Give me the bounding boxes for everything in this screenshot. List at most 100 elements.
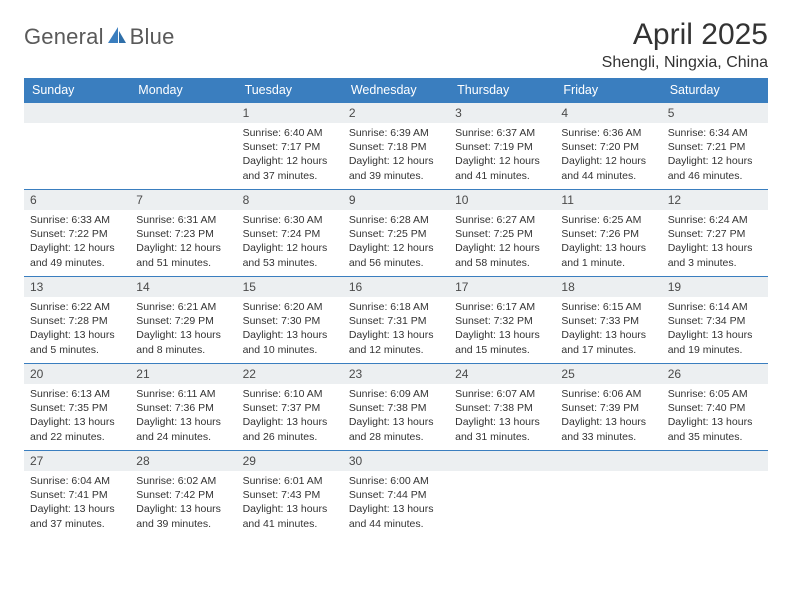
day-number: 28 (130, 451, 236, 471)
day-number: 4 (555, 103, 661, 123)
calendar-cell: 24Sunrise: 6:07 AMSunset: 7:38 PMDayligh… (449, 364, 555, 451)
calendar-cell: 23Sunrise: 6:09 AMSunset: 7:38 PMDayligh… (343, 364, 449, 451)
day-details: Sunrise: 6:15 AMSunset: 7:33 PMDaylight:… (555, 297, 661, 359)
day-header: Thursday (449, 78, 555, 103)
day-header-row: Sunday Monday Tuesday Wednesday Thursday… (24, 78, 768, 103)
day-details: Sunrise: 6:25 AMSunset: 7:26 PMDaylight:… (555, 210, 661, 272)
day-details: Sunrise: 6:13 AMSunset: 7:35 PMDaylight:… (24, 384, 130, 446)
calendar-table: Sunday Monday Tuesday Wednesday Thursday… (24, 78, 768, 537)
day-number: 29 (237, 451, 343, 471)
day-number: 10 (449, 190, 555, 210)
day-number: 3 (449, 103, 555, 123)
calendar-week-row: 1Sunrise: 6:40 AMSunset: 7:17 PMDaylight… (24, 103, 768, 190)
brand-logo: General Blue (24, 18, 175, 50)
day-details: Sunrise: 6:21 AMSunset: 7:29 PMDaylight:… (130, 297, 236, 359)
month-title: April 2025 (602, 18, 768, 52)
calendar-cell: 21Sunrise: 6:11 AMSunset: 7:36 PMDayligh… (130, 364, 236, 451)
calendar-cell: 25Sunrise: 6:06 AMSunset: 7:39 PMDayligh… (555, 364, 661, 451)
day-number: 7 (130, 190, 236, 210)
day-details: Sunrise: 6:30 AMSunset: 7:24 PMDaylight:… (237, 210, 343, 272)
calendar-cell: 11Sunrise: 6:25 AMSunset: 7:26 PMDayligh… (555, 190, 661, 277)
day-number: 22 (237, 364, 343, 384)
brand-word1: General (24, 24, 104, 50)
day-details: Sunrise: 6:18 AMSunset: 7:31 PMDaylight:… (343, 297, 449, 359)
sail-icon (107, 26, 127, 49)
calendar-week-row: 20Sunrise: 6:13 AMSunset: 7:35 PMDayligh… (24, 364, 768, 451)
calendar-cell: 2Sunrise: 6:39 AMSunset: 7:18 PMDaylight… (343, 103, 449, 190)
day-header: Monday (130, 78, 236, 103)
day-number: 20 (24, 364, 130, 384)
day-header: Tuesday (237, 78, 343, 103)
calendar-cell (555, 451, 661, 538)
day-number: 24 (449, 364, 555, 384)
day-number: 1 (237, 103, 343, 123)
day-details: Sunrise: 6:01 AMSunset: 7:43 PMDaylight:… (237, 471, 343, 533)
day-details: Sunrise: 6:22 AMSunset: 7:28 PMDaylight:… (24, 297, 130, 359)
header: General Blue April 2025 Shengli, Ningxia… (24, 18, 768, 72)
day-number (24, 103, 130, 123)
day-header: Sunday (24, 78, 130, 103)
day-header: Wednesday (343, 78, 449, 103)
calendar-cell: 26Sunrise: 6:05 AMSunset: 7:40 PMDayligh… (662, 364, 768, 451)
day-details (449, 471, 555, 516)
day-number: 25 (555, 364, 661, 384)
calendar-cell: 16Sunrise: 6:18 AMSunset: 7:31 PMDayligh… (343, 277, 449, 364)
calendar-cell: 8Sunrise: 6:30 AMSunset: 7:24 PMDaylight… (237, 190, 343, 277)
day-details: Sunrise: 6:17 AMSunset: 7:32 PMDaylight:… (449, 297, 555, 359)
day-details: Sunrise: 6:39 AMSunset: 7:18 PMDaylight:… (343, 123, 449, 185)
calendar-week-row: 27Sunrise: 6:04 AMSunset: 7:41 PMDayligh… (24, 451, 768, 538)
day-number: 12 (662, 190, 768, 210)
day-number: 19 (662, 277, 768, 297)
day-number: 6 (24, 190, 130, 210)
day-details: Sunrise: 6:31 AMSunset: 7:23 PMDaylight:… (130, 210, 236, 272)
calendar-cell: 29Sunrise: 6:01 AMSunset: 7:43 PMDayligh… (237, 451, 343, 538)
day-details: Sunrise: 6:24 AMSunset: 7:27 PMDaylight:… (662, 210, 768, 272)
calendar-cell: 10Sunrise: 6:27 AMSunset: 7:25 PMDayligh… (449, 190, 555, 277)
title-block: April 2025 Shengli, Ningxia, China (602, 18, 768, 72)
day-number: 14 (130, 277, 236, 297)
day-details: Sunrise: 6:14 AMSunset: 7:34 PMDaylight:… (662, 297, 768, 359)
day-details: Sunrise: 6:04 AMSunset: 7:41 PMDaylight:… (24, 471, 130, 533)
page: General Blue April 2025 Shengli, Ningxia… (0, 0, 792, 547)
day-number: 11 (555, 190, 661, 210)
day-number (662, 451, 768, 471)
day-details: Sunrise: 6:27 AMSunset: 7:25 PMDaylight:… (449, 210, 555, 272)
day-details: Sunrise: 6:11 AMSunset: 7:36 PMDaylight:… (130, 384, 236, 446)
day-details: Sunrise: 6:09 AMSunset: 7:38 PMDaylight:… (343, 384, 449, 446)
day-number: 5 (662, 103, 768, 123)
day-header: Saturday (662, 78, 768, 103)
calendar-cell: 15Sunrise: 6:20 AMSunset: 7:30 PMDayligh… (237, 277, 343, 364)
day-header: Friday (555, 78, 661, 103)
day-details: Sunrise: 6:06 AMSunset: 7:39 PMDaylight:… (555, 384, 661, 446)
day-number (130, 103, 236, 123)
day-details: Sunrise: 6:05 AMSunset: 7:40 PMDaylight:… (662, 384, 768, 446)
day-details (662, 471, 768, 516)
calendar-cell: 19Sunrise: 6:14 AMSunset: 7:34 PMDayligh… (662, 277, 768, 364)
calendar-body: 1Sunrise: 6:40 AMSunset: 7:17 PMDaylight… (24, 103, 768, 538)
calendar-cell: 17Sunrise: 6:17 AMSunset: 7:32 PMDayligh… (449, 277, 555, 364)
day-details: Sunrise: 6:36 AMSunset: 7:20 PMDaylight:… (555, 123, 661, 185)
day-details: Sunrise: 6:33 AMSunset: 7:22 PMDaylight:… (24, 210, 130, 272)
location: Shengli, Ningxia, China (602, 54, 768, 72)
calendar-cell: 18Sunrise: 6:15 AMSunset: 7:33 PMDayligh… (555, 277, 661, 364)
calendar-cell: 9Sunrise: 6:28 AMSunset: 7:25 PMDaylight… (343, 190, 449, 277)
day-details: Sunrise: 6:07 AMSunset: 7:38 PMDaylight:… (449, 384, 555, 446)
day-details (555, 471, 661, 516)
day-number: 13 (24, 277, 130, 297)
day-number: 27 (24, 451, 130, 471)
calendar-cell: 14Sunrise: 6:21 AMSunset: 7:29 PMDayligh… (130, 277, 236, 364)
calendar-cell (662, 451, 768, 538)
day-number: 15 (237, 277, 343, 297)
calendar-cell: 4Sunrise: 6:36 AMSunset: 7:20 PMDaylight… (555, 103, 661, 190)
day-details (24, 123, 130, 168)
calendar-cell: 5Sunrise: 6:34 AMSunset: 7:21 PMDaylight… (662, 103, 768, 190)
day-number: 21 (130, 364, 236, 384)
day-number: 9 (343, 190, 449, 210)
calendar-cell (130, 103, 236, 190)
day-details (130, 123, 236, 168)
calendar-cell: 13Sunrise: 6:22 AMSunset: 7:28 PMDayligh… (24, 277, 130, 364)
day-number: 8 (237, 190, 343, 210)
day-details: Sunrise: 6:02 AMSunset: 7:42 PMDaylight:… (130, 471, 236, 533)
day-number: 26 (662, 364, 768, 384)
calendar-week-row: 6Sunrise: 6:33 AMSunset: 7:22 PMDaylight… (24, 190, 768, 277)
